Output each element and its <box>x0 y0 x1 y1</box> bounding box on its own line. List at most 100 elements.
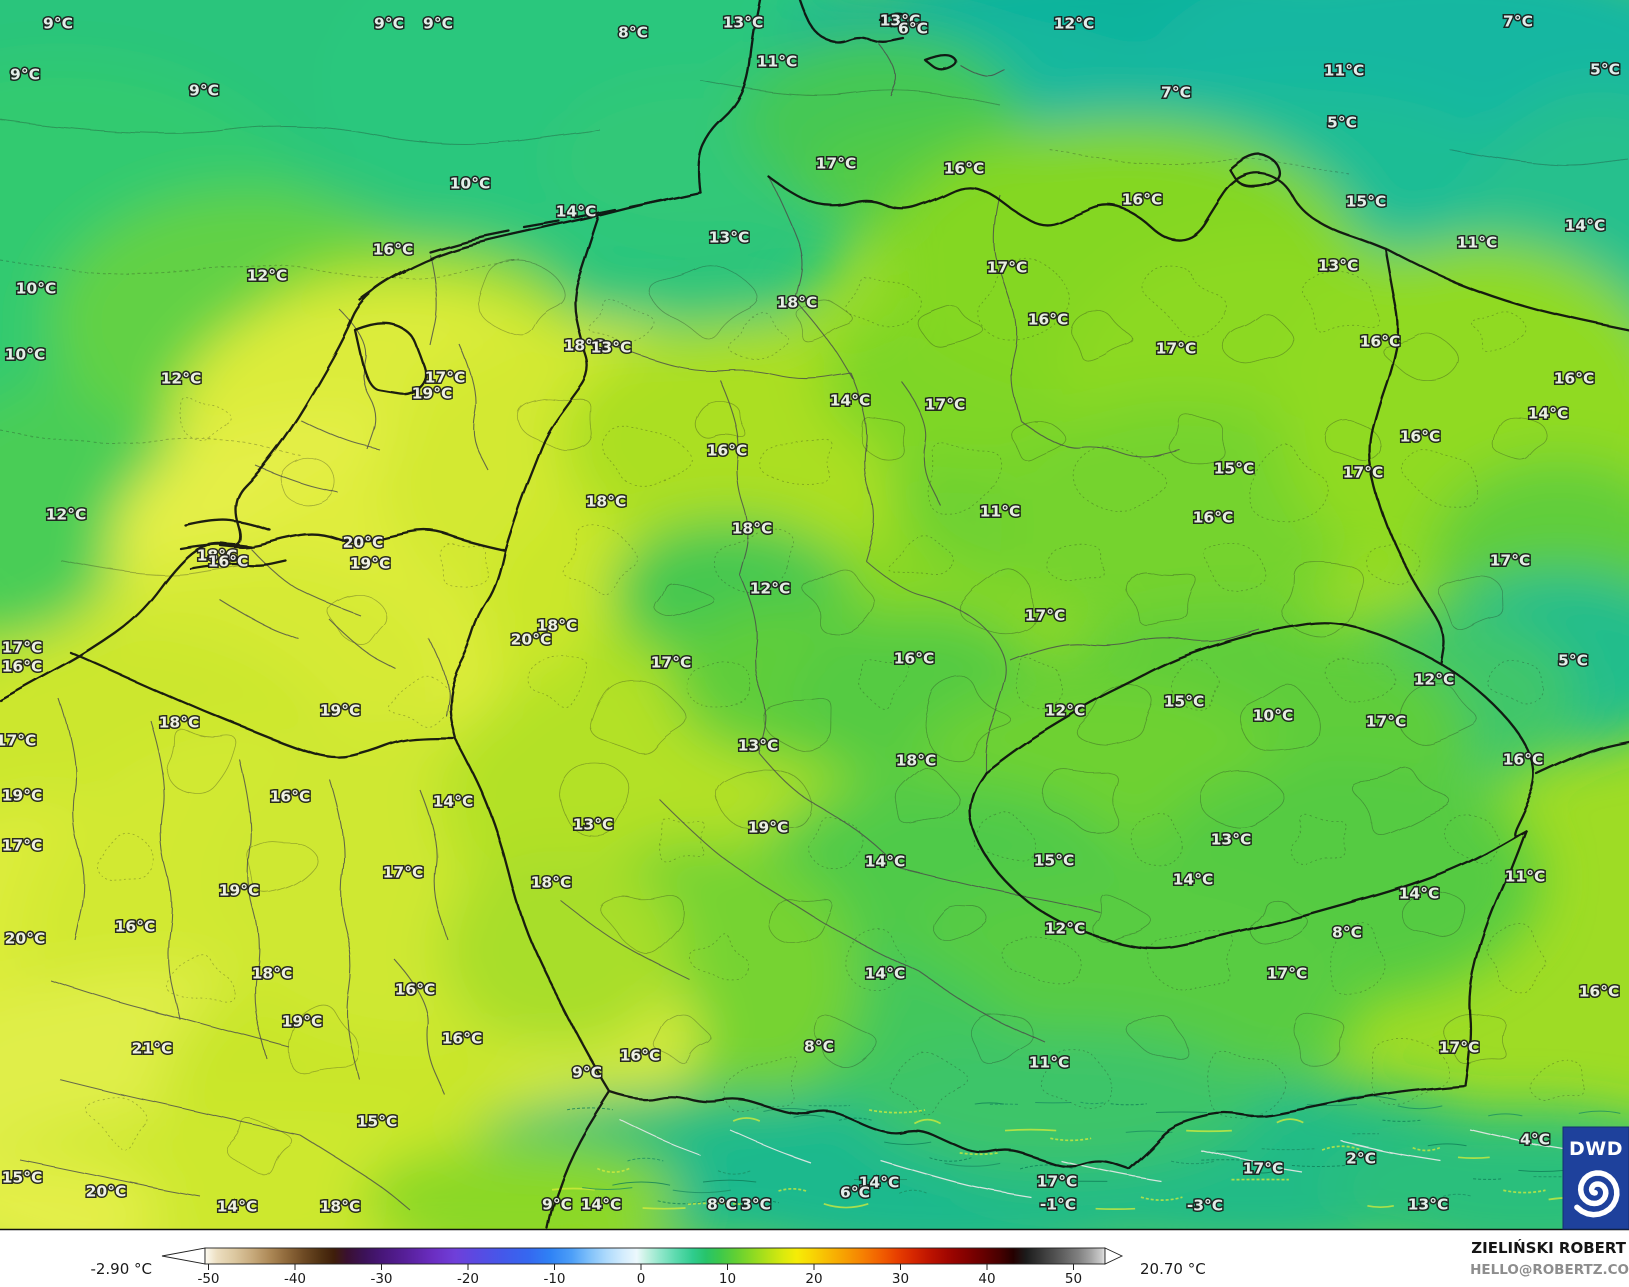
temp-label: 13°C <box>573 816 614 834</box>
colorbar-right-arrow <box>1104 1247 1124 1265</box>
temp-label: 19°C <box>2 787 43 805</box>
temp-label: 20°C <box>343 534 384 552</box>
temp-label: 13°C <box>738 737 779 755</box>
temp-label: 16°C <box>115 918 156 936</box>
dwd-logo-text: DWD <box>1569 1138 1623 1160</box>
attribution-email: HELLO@ROBERTZ.CO <box>1470 1262 1629 1278</box>
colorbar-min-label: -2.90 °C <box>90 1260 152 1278</box>
temp-label: 9°C <box>572 1064 602 1082</box>
colorbar: -50 -40 -30 -20 -10 0 10 20 30 40 50 -2.90 °C 20.7… <box>90 1247 1206 1287</box>
colorbar-tick-label: 50 <box>1065 1271 1082 1287</box>
country-borders <box>0 0 1629 1229</box>
temp-label: 12°C <box>1054 15 1095 33</box>
temp-label: 13°C <box>723 14 764 32</box>
colorbar-tick-label: 10 <box>719 1271 736 1287</box>
temp-label: 18°C <box>252 965 293 983</box>
temp-label: 18°C <box>197 547 238 565</box>
admin-boundaries <box>19 44 1571 1211</box>
temp-label: 8°C <box>1332 924 1362 942</box>
temp-label: 18°C <box>320 1198 361 1216</box>
temp-label: 5°C <box>1558 652 1588 670</box>
temp-label: 18°C <box>159 714 200 732</box>
temp-label: 11°C <box>1457 234 1498 252</box>
temp-label: 14°C <box>1528 405 1569 423</box>
temp-label: 11°C <box>1029 1054 1070 1072</box>
temp-label: 4°C <box>1520 1131 1550 1149</box>
temp-label: 15°C <box>1034 852 1075 870</box>
colorbar-ticks: -50 -40 -30 -20 -10 0 10 20 30 40 50 <box>197 1264 1082 1287</box>
temp-label: 13°C <box>1408 1196 1449 1214</box>
temp-label: 18°C <box>732 520 773 538</box>
temp-label: 12°C <box>750 580 791 598</box>
temp-label: 19°C <box>350 555 391 573</box>
temp-label: 20°C <box>5 930 46 948</box>
colorbar-tick-label: 30 <box>892 1271 909 1287</box>
temp-label: 17°C <box>0 732 36 750</box>
temp-label: 20°C <box>86 1183 127 1201</box>
temp-label: 14°C <box>830 392 871 410</box>
temp-label: 9°C <box>43 15 73 33</box>
temp-label: 16°C <box>270 788 311 806</box>
temp-label: 14°C <box>217 1198 258 1216</box>
temp-label: 17°C <box>1156 340 1197 358</box>
temp-label: 16°C <box>620 1047 661 1065</box>
temp-label: 18°C <box>586 493 627 511</box>
colorbar-gradient <box>204 1247 1106 1265</box>
temp-label: 10°C <box>16 280 57 298</box>
temp-label: 14°C <box>1173 871 1214 889</box>
temp-label: 12°C <box>1045 920 1086 938</box>
temp-label: 15°C <box>1164 693 1205 711</box>
temp-label: 6°C <box>840 1184 870 1202</box>
temp-label: 16°C <box>2 658 43 676</box>
colorbar-tick-label: -20 <box>457 1271 479 1287</box>
colorbar-left-arrow <box>161 1247 206 1265</box>
temp-label: 17°C <box>816 155 857 173</box>
temp-label: 15°C <box>357 1113 398 1131</box>
colorbar-tick-label: -40 <box>284 1271 306 1287</box>
temp-label: 14°C <box>1399 885 1440 903</box>
temp-label: 10°C <box>1253 707 1294 725</box>
temp-label: 19°C <box>219 882 260 900</box>
temp-label: 16°C <box>1122 191 1163 209</box>
temp-label: 16°C <box>1400 428 1441 446</box>
colorbar-tick-label: -50 <box>197 1271 219 1287</box>
colorbar-tick-label: 40 <box>978 1271 995 1287</box>
temp-label: 20°C <box>511 631 552 649</box>
temp-label: 5°C <box>1327 114 1357 132</box>
temp-label: 17°C <box>1490 552 1531 570</box>
temp-label: 7°C <box>1161 84 1191 102</box>
temp-label: 17°C <box>1267 965 1308 983</box>
temp-label: 19°C <box>320 702 361 720</box>
temp-label: 5°C <box>1590 61 1620 79</box>
colorbar-tick-label: -10 <box>543 1271 565 1287</box>
temp-label: 17°C <box>425 369 466 387</box>
temp-label: 19°C <box>748 819 789 837</box>
temp-label: 11°C <box>757 53 798 71</box>
temp-label: 12°C <box>247 267 288 285</box>
temp-label: 2°C <box>1346 1150 1376 1168</box>
dwd-spiral-icon <box>1574 1170 1620 1218</box>
temp-label: 16°C <box>1193 509 1234 527</box>
temp-label: 9°C <box>10 66 40 84</box>
temp-label: -3°C <box>1187 1197 1223 1215</box>
temp-label: 15°C <box>1346 193 1387 211</box>
temp-label: 16°C <box>1579 983 1620 1001</box>
temp-label: 3°C <box>741 1196 771 1214</box>
temp-label: 16°C <box>1028 311 1069 329</box>
temp-label: 17°C <box>2 639 43 657</box>
temp-label: 16°C <box>1360 333 1401 351</box>
temp-label: 16°C <box>395 981 436 999</box>
temp-label: 18°C <box>537 617 578 635</box>
colorbar-tick-label: -30 <box>370 1271 392 1287</box>
temp-label: 6°C <box>898 20 928 38</box>
temp-label: 16°C <box>707 442 748 460</box>
temp-label: 16°C <box>208 553 249 571</box>
temp-label: 14°C <box>865 853 906 871</box>
temp-label: 9°C <box>542 1196 572 1214</box>
temp-label: 14°C <box>859 1174 900 1192</box>
temp-label: 14°C <box>865 965 906 983</box>
temp-label: 11°C <box>980 503 1021 521</box>
temp-label: 12°C <box>1045 702 1086 720</box>
